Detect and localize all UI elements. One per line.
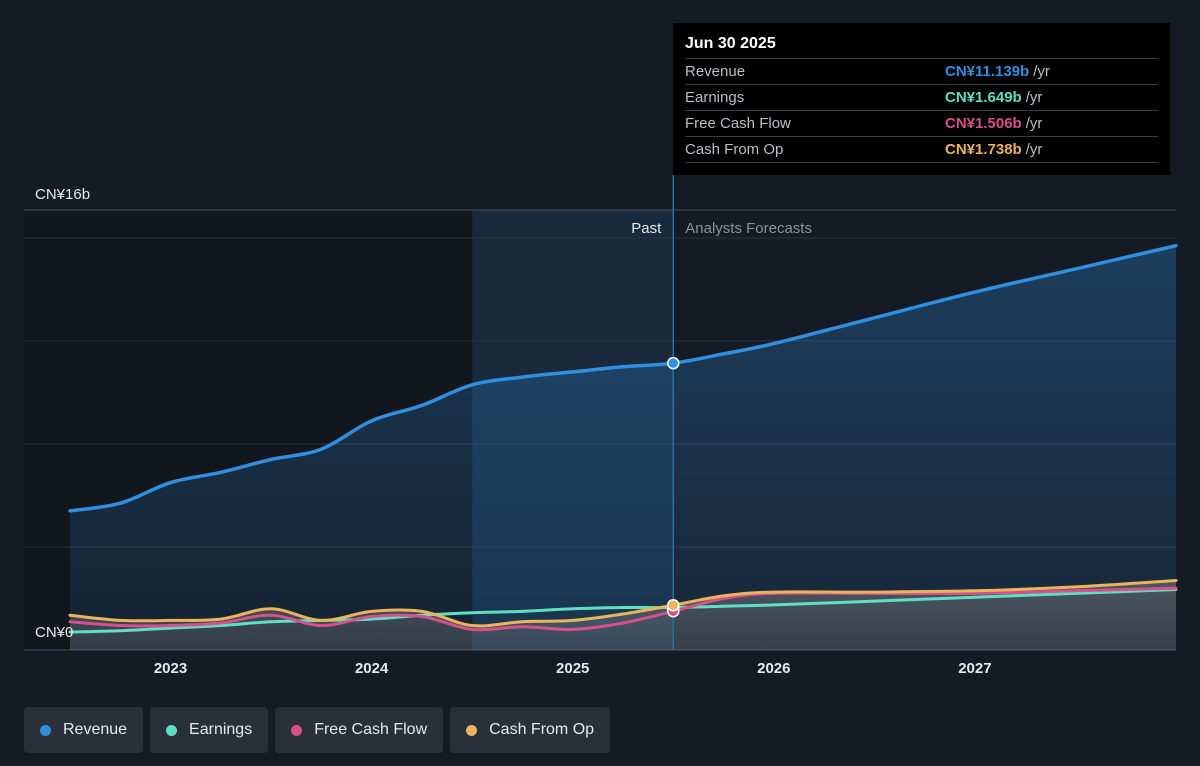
tooltip-label: Cash From Op [685, 141, 784, 158]
x-axis-ticks: 2023 2024 2025 2026 2027 [154, 660, 992, 677]
x-tick-label: 2024 [355, 660, 389, 677]
financial-chart: CN¥16b CN¥0 Past Analysts Forecasts 2023… [24, 175, 1178, 677]
tooltip-row-revenue: Revenue CN¥11.139b /yr [685, 58, 1158, 84]
tooltip-unit: /yr [1025, 115, 1043, 132]
tooltip-value: CN¥1.506b [945, 115, 1022, 132]
earnings-line [68, 588, 1178, 634]
tooltip-value: CN¥1.649b [945, 89, 1022, 106]
free-cash-flow-line [68, 586, 1178, 632]
legend: Revenue Earnings Free Cash Flow Cash Fro… [24, 707, 611, 753]
revenue-area [70, 245, 1176, 650]
legend-label: Cash From Op [489, 721, 595, 738]
legend-item-free-cash-flow[interactable]: Free Cash Flow [275, 707, 444, 753]
legend-label: Free Cash Flow [314, 721, 428, 738]
tooltip-panel: Jun 30 2025 Revenue CN¥11.139b /yr Earni… [673, 23, 1170, 175]
x-tick-label: 2023 [154, 660, 187, 677]
tooltip-unit: /yr [1025, 89, 1043, 106]
legend-item-revenue[interactable]: Revenue [24, 707, 144, 753]
tooltip-value: CN¥11.139b [945, 63, 1030, 80]
legend-dot-icon [291, 724, 303, 736]
legend-dot-icon [40, 724, 51, 736]
revenue-marker [667, 356, 680, 370]
revenue-line [68, 243, 1178, 513]
tooltip-row-earnings: Earnings CN¥1.649b /yr [685, 84, 1158, 110]
tooltip-label: Revenue [685, 63, 746, 80]
tooltip-row-free-cash-flow: Free Cash Flow CN¥1.506b /yr [685, 110, 1158, 136]
marker-layer [667, 356, 680, 618]
y-axis-bottom-label: CN¥0 [35, 624, 73, 641]
legend-dot-icon [466, 724, 478, 736]
legend-item-cash-from-op[interactable]: Cash From Op [450, 707, 611, 753]
x-tick-label: 2026 [757, 660, 790, 677]
past-label: Past [631, 220, 662, 237]
line-layer [68, 243, 1178, 634]
x-tick-label: 2025 [556, 660, 589, 677]
chart-area: CN¥16b CN¥0 Past Analysts Forecasts 2023… [24, 175, 1178, 677]
y-axis-top-label: CN¥16b [35, 186, 90, 203]
tooltip-label: Free Cash Flow [685, 115, 791, 132]
x-tick-label: 2027 [958, 660, 991, 677]
forecast-label: Analysts Forecasts [685, 220, 812, 237]
cash-from-op-line [68, 579, 1178, 628]
legend-label: Revenue [63, 721, 128, 738]
tooltip-unit: /yr [1033, 63, 1050, 80]
legend-item-earnings[interactable]: Earnings [150, 707, 269, 753]
tooltip-value: CN¥1.738b [945, 141, 1022, 158]
tooltip-label: Earnings [685, 89, 745, 106]
legend-label: Earnings [189, 721, 253, 738]
cash-from-op-marker [667, 598, 680, 612]
legend-dot-icon [166, 724, 178, 736]
tooltip-unit: /yr [1025, 141, 1043, 158]
tooltip-date: Jun 30 2025 [685, 35, 776, 52]
tooltip-row-cash-from-op: Cash From Op CN¥1.738b /yr [685, 136, 1158, 163]
